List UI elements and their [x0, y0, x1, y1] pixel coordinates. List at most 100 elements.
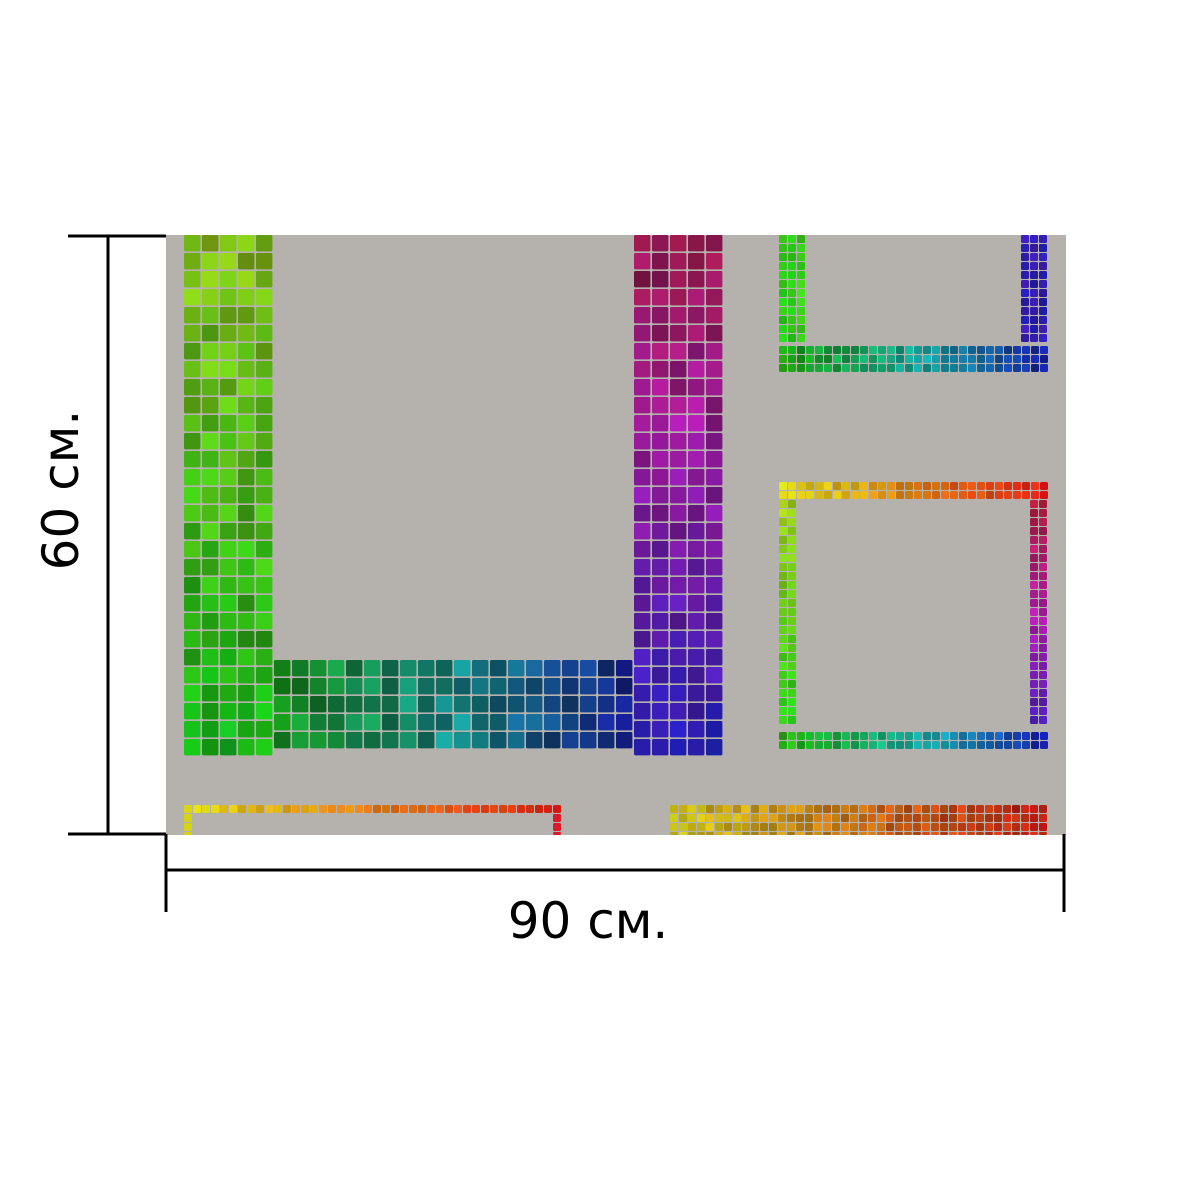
mosaic-tile [256, 721, 273, 738]
mosaic-tile [184, 703, 201, 720]
mosaic-tile [976, 814, 984, 822]
mosaic-tile [688, 541, 705, 558]
mosaic-tile [968, 355, 976, 363]
mosaic-tile [788, 518, 796, 526]
mosaic-tile [580, 678, 597, 695]
mosaic-tile [1031, 491, 1039, 499]
mosaic-tile [634, 289, 651, 306]
mosaic-tile [931, 805, 939, 813]
mosaic-tile [1030, 626, 1038, 634]
mosaic-tile [562, 732, 579, 749]
mosaic-tile [598, 732, 615, 749]
mosaic-tile [256, 613, 273, 630]
mosaic-tile [1040, 346, 1048, 354]
mosaic-tile [184, 721, 201, 738]
mosaic-tile [238, 739, 255, 756]
mosaic-tile [977, 346, 985, 354]
mosaic-tile [941, 355, 949, 363]
mosaic-tile [788, 653, 796, 661]
mosaic-tile [1013, 346, 1021, 354]
mosaic-tile [977, 741, 985, 749]
mosaic-tile [256, 805, 264, 813]
mosaic-tile [760, 832, 768, 835]
mosaic-tile [202, 667, 219, 684]
mosaic-tile [688, 739, 705, 756]
mosaic-tile [454, 660, 471, 677]
mosaic-tile [932, 741, 940, 749]
mosaic-tile [805, 805, 813, 813]
mosaic-tile [688, 667, 705, 684]
mosaic-tile [346, 660, 363, 677]
mosaic-tile [878, 364, 886, 372]
mosaic-tile [220, 685, 237, 702]
mosaic-tile [968, 741, 976, 749]
mosaic-tile [913, 814, 921, 822]
mosaic-tile [842, 346, 850, 354]
mosaic-tile [1031, 732, 1039, 740]
mosaic-tile [319, 805, 327, 813]
mosaic-tile [967, 823, 975, 831]
mosaic-tile [967, 814, 975, 822]
mosaic-tile [779, 491, 787, 499]
mosaic-tile [472, 696, 489, 713]
mosaic-tile [788, 355, 796, 363]
mosaic-tile [779, 244, 787, 252]
mosaic-tile [184, 805, 192, 813]
mosaic-tile [824, 732, 832, 740]
mosaic-tile [184, 595, 201, 612]
mosaic-tile [896, 732, 904, 740]
mosaic-tile [688, 505, 705, 522]
mosaic-tile [959, 346, 967, 354]
mosaic-tile [797, 271, 805, 279]
mosaic-tile [256, 415, 273, 432]
mosaic-tile [706, 667, 723, 684]
mosaic-tile [634, 613, 651, 630]
mosaic-tile [796, 823, 804, 831]
mosaic-tile [670, 559, 687, 576]
mosaic-tile [202, 595, 219, 612]
mosaic-tile [742, 805, 750, 813]
mosaic-tile [922, 832, 930, 835]
mosaic-tile [616, 732, 633, 749]
mosaic-tile [238, 805, 246, 813]
mosaic-tile [931, 814, 939, 822]
mosaic-tile [346, 714, 363, 731]
mosaic-tile [706, 832, 714, 835]
mosaic-tile [905, 346, 913, 354]
mosaic-tile [905, 364, 913, 372]
mosaic-tile [986, 491, 994, 499]
mosaic-tile [238, 595, 255, 612]
mosaic-tile [688, 559, 705, 576]
mosaic-tile [256, 343, 273, 360]
mosaic-tile [220, 271, 237, 288]
mosaic-tile [1004, 741, 1012, 749]
mosaic-tile [670, 505, 687, 522]
mosaic-tile [553, 814, 561, 822]
mosaic-tile [652, 451, 669, 468]
mosaic-tile [896, 741, 904, 749]
mosaic-tile [895, 805, 903, 813]
mosaic-tile [706, 235, 723, 252]
mosaic-tile [301, 805, 309, 813]
mosaic-tile [517, 805, 525, 813]
mosaic-tile [706, 343, 723, 360]
mosaic-tile [634, 361, 651, 378]
mosaic-tile [1021, 805, 1029, 813]
mosaic-tile [1030, 590, 1038, 598]
mosaic-tile [788, 262, 796, 270]
mosaic-tile [184, 559, 201, 576]
mosaic-tile [941, 741, 949, 749]
mosaic-tile [724, 814, 732, 822]
mosaic-tile [616, 696, 633, 713]
mosaic-tile [1039, 689, 1047, 697]
mosaic-tile [779, 334, 787, 342]
mosaic-tile [202, 415, 219, 432]
mosaic-tile [1030, 599, 1038, 607]
mosaic-tile [949, 814, 957, 822]
mosaic-tile [814, 823, 822, 831]
mosaic-tile [670, 343, 687, 360]
mosaic-tile [616, 714, 633, 731]
mosaic-tile [1039, 244, 1047, 252]
mosaic-tile [994, 805, 1002, 813]
mosaic-tile [220, 343, 237, 360]
